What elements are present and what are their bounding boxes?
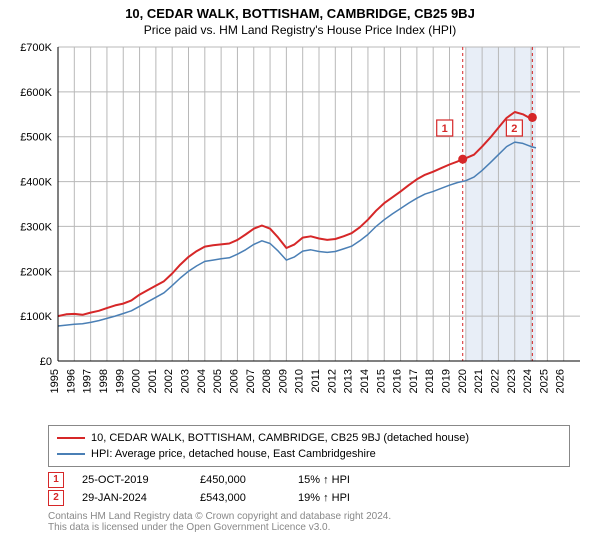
x-tick-label: 2009: [277, 369, 289, 393]
y-tick-label: £0: [40, 356, 52, 368]
x-tick-label: 2026: [555, 369, 567, 393]
y-tick-label: £700K: [20, 42, 52, 54]
shade-band: [466, 47, 536, 361]
txn-pct: 19% ↑ HPI: [298, 489, 378, 507]
txn-label-num: 1: [442, 123, 448, 135]
txn-label-num: 2: [511, 123, 517, 135]
legend-row: 10, CEDAR WALK, BOTTISHAM, CAMBRIDGE, CB…: [57, 430, 561, 446]
x-tick-label: 2011: [310, 369, 322, 393]
y-tick-label: £100K: [20, 311, 52, 323]
txn-marker-box: 1: [48, 472, 64, 488]
txn-dot: [528, 113, 537, 122]
txn-date: 25-OCT-2019: [82, 471, 182, 489]
y-tick-label: £500K: [20, 132, 52, 144]
x-tick-label: 2008: [261, 369, 273, 393]
x-tick-label: 2025: [538, 369, 550, 393]
x-tick-label: 2017: [408, 369, 420, 393]
x-tick-label: 2016: [392, 369, 404, 393]
y-tick-label: £300K: [20, 221, 52, 233]
x-tick-label: 2010: [294, 369, 306, 393]
y-tick-label: £400K: [20, 177, 52, 189]
footer-attribution: Contains HM Land Registry data © Crown c…: [48, 511, 570, 533]
txn-pct: 15% ↑ HPI: [298, 471, 378, 489]
x-tick-label: 2015: [375, 369, 387, 393]
x-tick-label: 2018: [424, 369, 436, 393]
legend-box: 10, CEDAR WALK, BOTTISHAM, CAMBRIDGE, CB…: [48, 425, 570, 467]
legend-swatch: [57, 437, 85, 439]
chart-area: £0 £100K £200K £300K £400K £500K £600K £700K 199…: [10, 41, 590, 421]
x-tick-label: 1996: [65, 369, 77, 393]
txn-date: 29-JAN-2024: [82, 489, 182, 507]
x-tick-label: 2004: [196, 369, 208, 393]
page-subtitle: Price paid vs. HM Land Registry's House …: [0, 21, 600, 41]
x-tick-label: 1997: [82, 369, 94, 393]
x-tick-label: 2005: [212, 369, 224, 393]
legend-swatch: [57, 453, 85, 455]
x-tick-label: 2007: [245, 369, 257, 393]
x-tick-label: 1998: [98, 369, 110, 393]
x-tick-label: 2021: [473, 369, 485, 393]
x-tick-label: 2023: [506, 369, 518, 393]
x-tick-label: 2003: [180, 369, 192, 393]
legend-row: HPI: Average price, detached house, East…: [57, 446, 561, 462]
x-tick-label: 1999: [114, 369, 126, 393]
x-tick-label: 2013: [343, 369, 355, 393]
legend-label: HPI: Average price, detached house, East…: [91, 446, 376, 462]
x-tick-label: 2001: [147, 369, 159, 393]
txn-dot: [458, 155, 467, 164]
transaction-row: 1 25-OCT-2019 £450,000 15% ↑ HPI: [48, 471, 570, 489]
transaction-row: 2 29-JAN-2024 £543,000 19% ↑ HPI: [48, 489, 570, 507]
legend-label: 10, CEDAR WALK, BOTTISHAM, CAMBRIDGE, CB…: [91, 430, 469, 446]
chart-svg: £0 £100K £200K £300K £400K £500K £600K £700K 199…: [10, 41, 590, 421]
txn-marker-box: 2: [48, 490, 64, 506]
x-tick-label: 2006: [228, 369, 240, 393]
x-tick-label: 2019: [441, 369, 453, 393]
footer-line-1: Contains HM Land Registry data © Crown c…: [48, 511, 570, 522]
x-tick-label: 2000: [131, 369, 143, 393]
txn-price: £450,000: [200, 471, 280, 489]
x-tick-label: 2012: [326, 369, 338, 393]
x-tick-label: 2002: [163, 369, 175, 393]
page-title: 10, CEDAR WALK, BOTTISHAM, CAMBRIDGE, CB…: [0, 0, 600, 21]
y-tick-label: £200K: [20, 266, 52, 278]
y-tick-label: £600K: [20, 87, 52, 99]
x-tick-label: 2022: [489, 369, 501, 393]
x-tick-label: 2024: [522, 369, 534, 393]
transaction-list: 1 25-OCT-2019 £450,000 15% ↑ HPI 2 29-JAN-202…: [48, 471, 570, 507]
x-tick-label: 2020: [457, 369, 469, 393]
x-tick-label: 2014: [359, 369, 371, 393]
footer-line-2: This data is licensed under the Open Gov…: [48, 522, 570, 533]
x-tick-label: 1995: [49, 369, 61, 393]
txn-price: £543,000: [200, 489, 280, 507]
